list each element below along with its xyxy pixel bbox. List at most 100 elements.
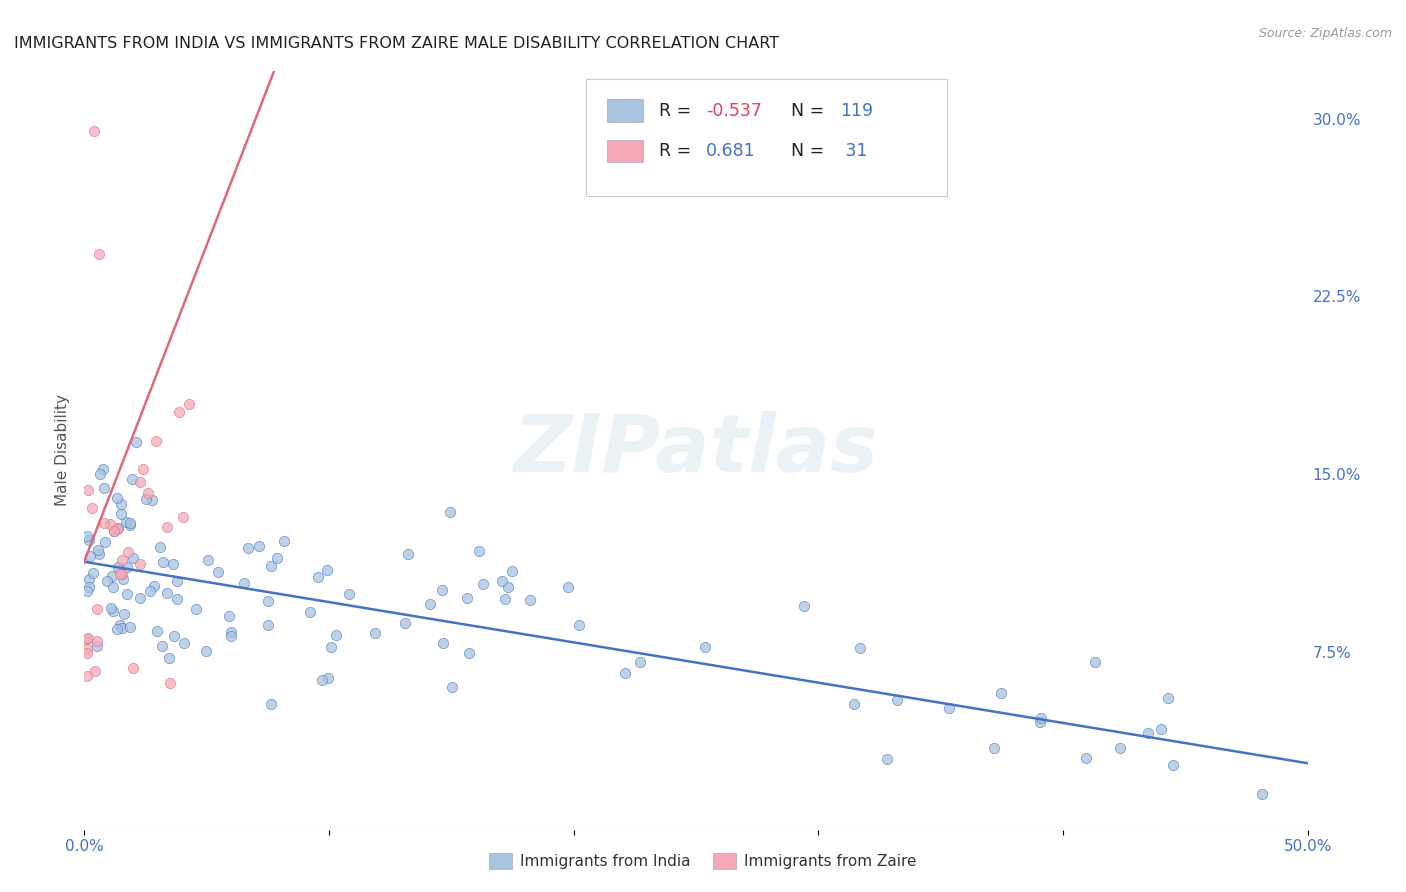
Point xyxy=(111,553,134,567)
Point xyxy=(990,686,1012,700)
Point xyxy=(260,559,283,574)
Point xyxy=(77,483,100,498)
Point xyxy=(139,584,162,599)
Point xyxy=(236,541,259,555)
Text: N =: N = xyxy=(792,142,830,160)
Point xyxy=(311,673,333,687)
Point xyxy=(105,522,128,536)
Bar xyxy=(606,140,644,162)
Point xyxy=(315,563,337,577)
Point xyxy=(112,607,135,621)
Point xyxy=(118,619,141,633)
Point xyxy=(568,618,591,632)
Point xyxy=(141,493,163,508)
Point xyxy=(456,591,478,606)
Point xyxy=(1029,715,1052,730)
Point xyxy=(77,533,100,547)
Point xyxy=(184,602,207,616)
Point xyxy=(100,600,122,615)
Point xyxy=(221,625,243,640)
Point xyxy=(233,576,256,591)
Point xyxy=(77,572,100,586)
Point xyxy=(628,655,651,669)
Point xyxy=(316,671,339,685)
Point xyxy=(79,549,101,564)
Point xyxy=(273,533,295,548)
Y-axis label: Male Disability: Male Disability xyxy=(55,394,70,507)
Point xyxy=(129,558,152,572)
Point xyxy=(432,636,454,650)
Point xyxy=(1029,710,1052,724)
Point xyxy=(247,539,270,553)
Point xyxy=(118,516,141,530)
Point xyxy=(80,501,103,516)
Point xyxy=(101,604,124,618)
Point xyxy=(1251,787,1274,801)
Point xyxy=(150,639,173,653)
Point xyxy=(339,587,361,601)
Point xyxy=(194,644,217,658)
Point xyxy=(114,515,136,529)
Point xyxy=(77,580,100,594)
Bar xyxy=(606,99,644,122)
Text: N =: N = xyxy=(792,102,830,120)
Point xyxy=(167,405,190,419)
Point xyxy=(614,665,637,680)
Point xyxy=(848,640,870,655)
Point xyxy=(266,550,288,565)
Text: IMMIGRANTS FROM INDIA VS IMMIGRANTS FROM ZAIRE MALE DISABILITY CORRELATION CHART: IMMIGRANTS FROM INDIA VS IMMIGRANTS FROM… xyxy=(14,36,779,51)
Point xyxy=(256,593,278,607)
Point xyxy=(111,621,134,635)
Point xyxy=(491,574,513,588)
Point xyxy=(156,519,179,533)
Point xyxy=(103,524,125,538)
Point xyxy=(157,650,180,665)
Point xyxy=(129,475,152,489)
Point xyxy=(163,629,186,643)
Point xyxy=(87,247,110,261)
Point xyxy=(494,592,516,607)
Point xyxy=(110,497,132,511)
Point xyxy=(557,580,579,594)
Point xyxy=(842,697,865,711)
Point xyxy=(76,584,98,599)
Point xyxy=(325,628,347,642)
Point xyxy=(121,472,143,486)
Point xyxy=(115,560,138,574)
Point xyxy=(458,646,481,660)
Point xyxy=(146,624,169,638)
Point xyxy=(122,661,145,675)
Point xyxy=(110,507,132,521)
Point xyxy=(695,640,717,655)
Point xyxy=(159,675,181,690)
Point xyxy=(156,586,179,600)
Point xyxy=(430,583,453,598)
Point xyxy=(219,629,242,643)
Point xyxy=(117,545,139,559)
Text: R =: R = xyxy=(659,102,697,120)
Point xyxy=(152,555,174,569)
Point xyxy=(93,516,115,531)
Point xyxy=(107,560,129,574)
Point xyxy=(498,580,520,594)
Point xyxy=(101,580,124,594)
Point xyxy=(172,510,194,524)
Point xyxy=(108,567,131,582)
Point xyxy=(105,491,128,505)
Point xyxy=(364,626,387,640)
Point xyxy=(419,597,441,611)
Point xyxy=(145,434,167,448)
Point xyxy=(101,569,124,583)
Point xyxy=(83,123,105,137)
Point xyxy=(76,646,98,660)
Point xyxy=(876,752,898,766)
Point xyxy=(76,632,98,646)
Point xyxy=(197,553,219,567)
Point xyxy=(793,599,815,613)
Point xyxy=(1156,691,1178,706)
Point xyxy=(468,543,491,558)
Text: -0.537: -0.537 xyxy=(706,102,762,120)
Point xyxy=(76,529,98,543)
Point xyxy=(76,642,98,657)
Legend: Immigrants from India, Immigrants from Zaire: Immigrants from India, Immigrants from Z… xyxy=(484,847,922,875)
